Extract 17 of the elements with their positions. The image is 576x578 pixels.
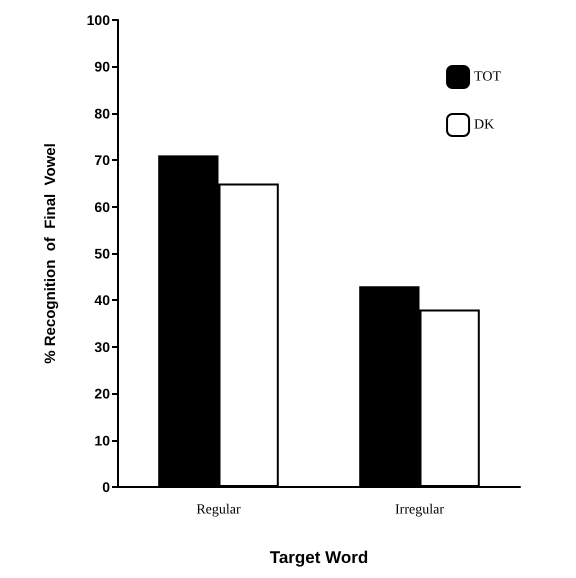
y-tick-label: 40	[94, 292, 110, 308]
y-tick-label: 60	[94, 198, 110, 215]
x-tick-label: Irregular	[395, 502, 444, 518]
y-tick-label: 100	[86, 12, 110, 28]
y-tick-label: 20	[94, 386, 110, 402]
legend-label: TOT	[474, 70, 502, 84]
x-tick-label: Regular	[196, 502, 241, 518]
y-tick-label: 30	[94, 338, 110, 355]
y-tick-label: 50	[94, 246, 110, 262]
y-tick-label: 90	[94, 58, 110, 75]
y-tick-label: 0	[102, 479, 110, 495]
y-tick-label: 10	[94, 432, 110, 448]
legend-label: DK	[474, 118, 494, 132]
x-axis-title: Target Word	[270, 548, 368, 567]
y-tick-label: 80	[94, 105, 110, 122]
y-tick-label: 70	[94, 152, 110, 168]
y-axis-title: % Recognition of Final Vowel	[42, 143, 59, 364]
